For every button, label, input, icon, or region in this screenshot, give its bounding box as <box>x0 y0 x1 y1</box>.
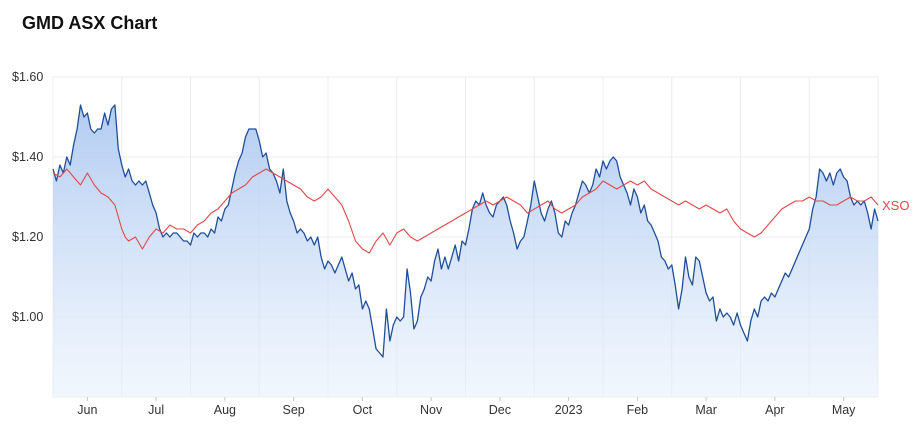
xso-line <box>52 168 879 254</box>
chart-title: GMD ASX Chart <box>22 13 158 33</box>
x-tick-label: Jun <box>77 403 97 417</box>
price-area <box>53 105 878 397</box>
price-area-fill <box>53 105 878 397</box>
x-tick-label: 2023 <box>555 403 583 417</box>
x-tick-label: Sep <box>283 403 305 417</box>
x-tick-label: Oct <box>353 403 373 417</box>
series-label-xso: XSO <box>882 198 909 213</box>
x-tick-label: Apr <box>765 403 784 417</box>
series-labels: XSO <box>882 198 909 213</box>
x-tick-label: Dec <box>489 403 511 417</box>
x-tick-label: Nov <box>420 403 443 417</box>
axes: $1.60 $1.40 $1.20 $1.00 Jun Jul Aug Sep Oct Nov De… <box>12 70 856 417</box>
price-line <box>52 104 879 358</box>
y-tick-label: $1.60 <box>12 70 43 84</box>
x-tick-label: Feb <box>627 403 649 417</box>
x-tick-label: Mar <box>695 403 717 417</box>
y-tick-label: $1.20 <box>12 230 43 244</box>
y-tick-label: $1.00 <box>12 310 43 324</box>
y-tick-label: $1.40 <box>12 150 43 164</box>
series-lines <box>52 104 879 358</box>
x-tick-label: Aug <box>214 403 236 417</box>
x-tick-label: Jul <box>148 403 164 417</box>
x-tick-label: May <box>832 403 856 417</box>
